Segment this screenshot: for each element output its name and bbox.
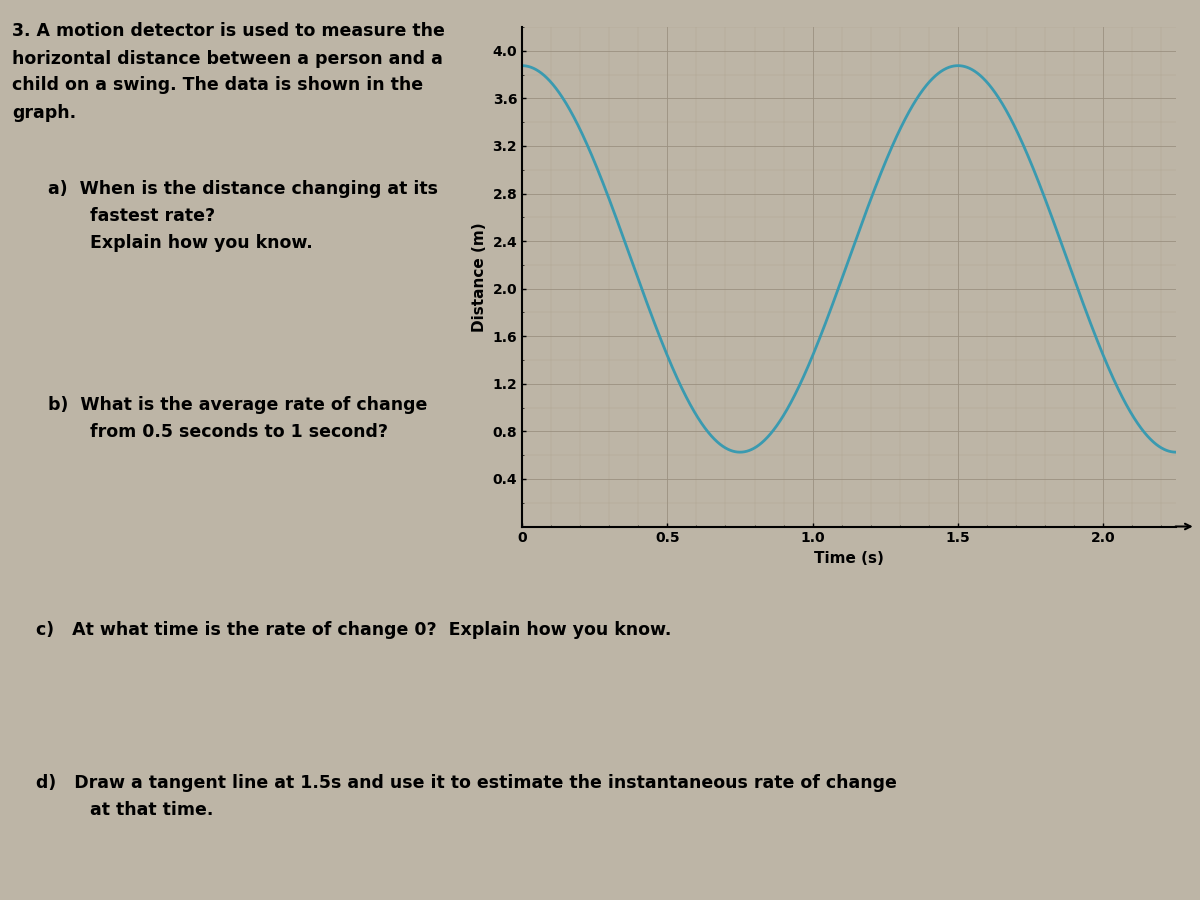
Text: at that time.: at that time. xyxy=(90,801,214,819)
Text: child on a swing. The data is shown in the: child on a swing. The data is shown in t… xyxy=(12,76,424,94)
Text: 3. A motion detector is used to measure the: 3. A motion detector is used to measure … xyxy=(12,22,445,40)
Text: from 0.5 seconds to 1 second?: from 0.5 seconds to 1 second? xyxy=(90,423,388,441)
Text: b)  What is the average rate of change: b) What is the average rate of change xyxy=(48,396,427,414)
Text: fastest rate?: fastest rate? xyxy=(90,207,215,225)
X-axis label: Time (s): Time (s) xyxy=(814,551,884,566)
Text: a)  When is the distance changing at its: a) When is the distance changing at its xyxy=(48,180,438,198)
Text: graph.: graph. xyxy=(12,104,76,122)
Y-axis label: Distance (m): Distance (m) xyxy=(472,222,487,331)
Text: Explain how you know.: Explain how you know. xyxy=(90,234,313,252)
Text: c)   At what time is the rate of change 0?  Explain how you know.: c) At what time is the rate of change 0?… xyxy=(36,621,671,639)
Text: d)   Draw a tangent line at 1.5s and use it to estimate the instantaneous rate o: d) Draw a tangent line at 1.5s and use i… xyxy=(36,774,896,792)
Text: horizontal distance between a person and a: horizontal distance between a person and… xyxy=(12,50,443,68)
